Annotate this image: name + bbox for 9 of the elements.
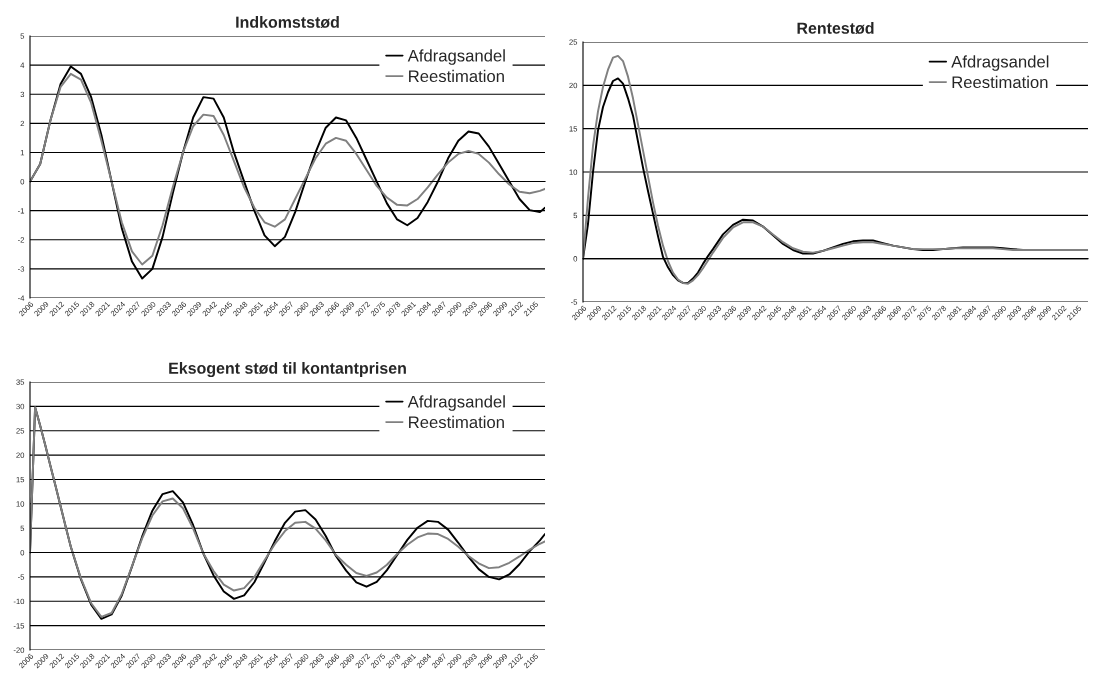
legend-label: Reestimation <box>952 75 1048 89</box>
chart-title: Rentestød <box>797 22 874 35</box>
chart-title: Indkomststød <box>236 16 339 29</box>
legend-label: Reestimation <box>409 69 504 83</box>
legend-label: Afdragsandel <box>407 49 505 65</box>
legend-label: Afdragsandel <box>407 395 505 411</box>
chart-title: Eksogent stød til kontantprisen <box>169 362 406 378</box>
legend-label: Reestimation <box>409 415 504 429</box>
legend-label: Afdragsandel <box>951 55 1049 71</box>
